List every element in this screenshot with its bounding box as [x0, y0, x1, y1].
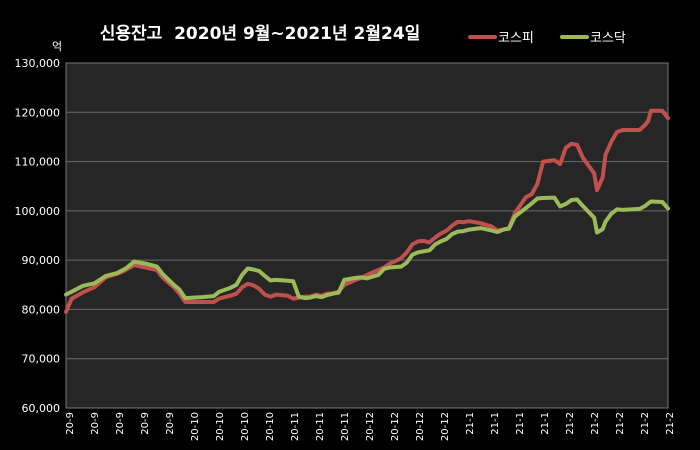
legend: 코스피 코스닥 [468, 31, 626, 46]
x-tick-label: 20-12 [415, 412, 426, 441]
plot-area [65, 62, 669, 409]
chart-title: 신용잔고 2020년 9월~2021년 2월24일 [100, 24, 421, 44]
grid [66, 111, 668, 360]
y-tick-label: 120,000 [15, 106, 61, 119]
x-tick-label: 20-9 [115, 412, 126, 435]
x-tick-label: 20-11 [290, 412, 301, 441]
x-tick-label: 20-10 [265, 412, 276, 441]
legend-label-kosdaq: 코스닥 [590, 31, 626, 46]
x-tick-label: 21-2 [665, 412, 676, 435]
y-axis: 60,000 70,000 80,000 90,000 100,000 110,000 12… [15, 57, 61, 415]
x-tick-label: 20-12 [365, 412, 376, 441]
x-tick-label: 21-2 [590, 412, 601, 435]
x-tick-label: 21-2 [615, 412, 626, 435]
x-tick-label: 21-2 [640, 412, 651, 435]
x-tick-label: 20-9 [165, 412, 176, 435]
x-tick-label: 20-12 [390, 412, 401, 441]
series-group [64, 108, 670, 314]
y-tick-label: 100,000 [15, 205, 61, 218]
x-tick-label: 20-11 [340, 412, 351, 441]
x-tick-label: 20-10 [215, 412, 226, 441]
x-tick-label: 21-1 [490, 412, 501, 435]
x-tick-label: 20-10 [190, 412, 201, 441]
x-tick-label: 21-1 [515, 412, 526, 435]
x-tick-label: 20-9 [65, 412, 76, 435]
y-axis-unit: 억 [52, 40, 62, 53]
y-tick-label: 80,000 [22, 303, 61, 316]
x-axis: 20-9 20-9 20-9 20-9 20-9 20-10 20-10 20-10 20-10… [65, 412, 676, 441]
x-tick-label: 20-11 [315, 412, 326, 441]
y-tick-label: 130,000 [15, 57, 61, 70]
y-tick-label: 60,000 [22, 402, 61, 415]
y-tick-label: 110,000 [15, 156, 61, 169]
y-tick-label: 70,000 [22, 353, 61, 366]
x-tick-label: 20-10 [240, 412, 251, 441]
series-line-kosdaq [64, 195, 670, 301]
x-tick-label: 21-1 [465, 412, 476, 435]
x-tick-label: 21-2 [565, 412, 576, 435]
y-tick-label: 90,000 [22, 254, 61, 267]
x-tick-label: 20-9 [90, 412, 101, 435]
x-tick-label: 20-9 [140, 412, 151, 435]
x-tick-label: 20-12 [440, 412, 451, 441]
x-tick-label: 21-1 [540, 412, 551, 435]
series-line-kospi [64, 108, 670, 314]
legend-label-kospi: 코스피 [498, 31, 534, 46]
